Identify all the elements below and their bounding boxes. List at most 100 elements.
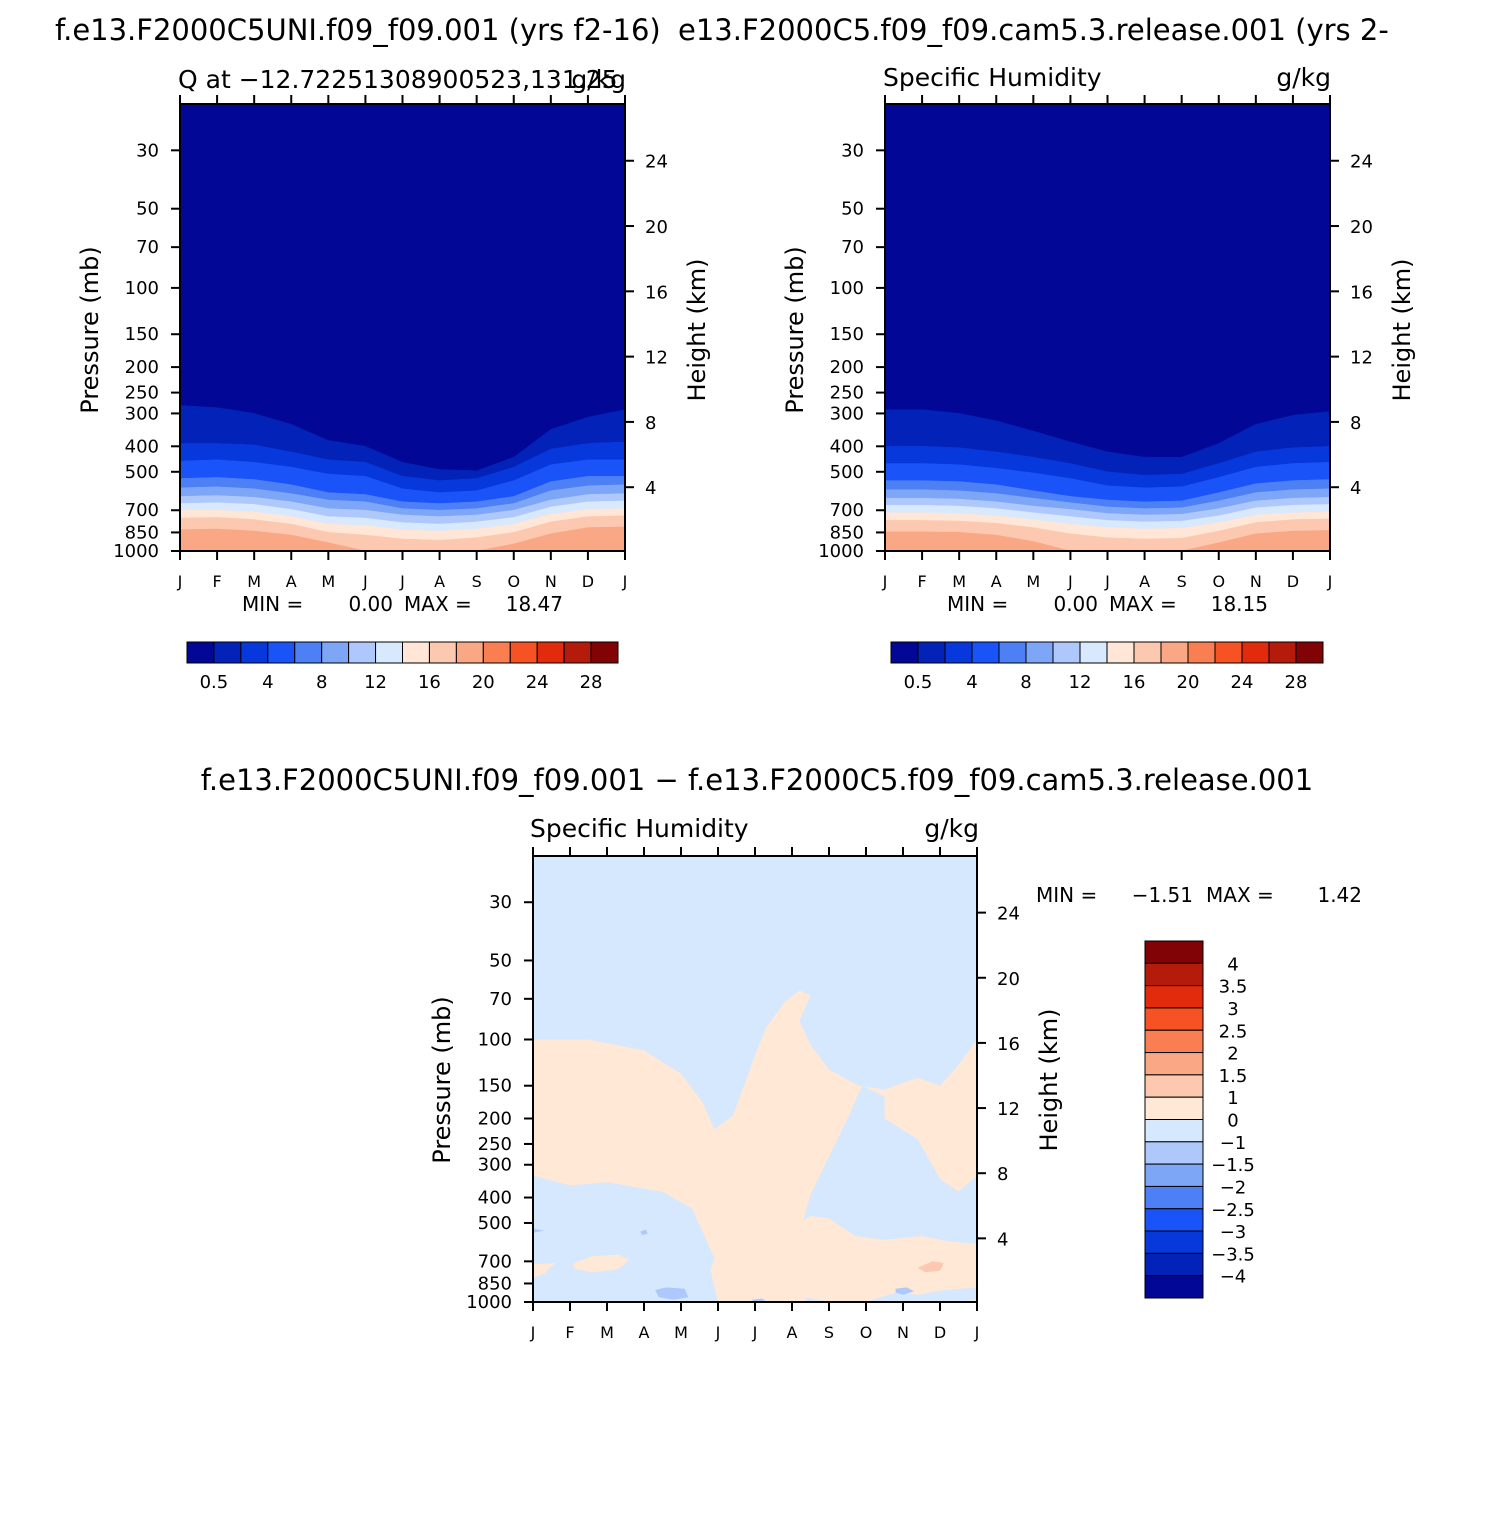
y-tick-label: 850: [478, 1273, 512, 1294]
x-tick-label: A: [286, 572, 297, 591]
x-tick-label: O: [860, 1323, 873, 1342]
x-tick-label: M: [321, 572, 335, 591]
colorbar-box: [321, 641, 350, 664]
x-tick-label: F: [565, 1323, 574, 1342]
y2-tick-label: 20: [997, 969, 1020, 990]
y-tick-label: 700: [125, 500, 159, 521]
panel-control-max-label: MAX =: [1109, 592, 1177, 616]
panel-case-contours: [179, 405, 626, 552]
x-tick-label: N: [1250, 572, 1262, 591]
x-tick-label: D: [934, 1323, 946, 1342]
panel-diff-units: g/kg: [924, 814, 979, 843]
x-tick-label: M: [674, 1323, 688, 1342]
colorbar-box: [1025, 641, 1054, 664]
y2-tick-label: 16: [645, 282, 668, 303]
colorbar-box: [1295, 641, 1324, 664]
panel-diff-min-label: MIN =: [1036, 883, 1097, 907]
colorbar-box: [1079, 641, 1108, 664]
x-tick-label: F: [212, 572, 221, 591]
colorbar-label: 16: [418, 672, 441, 693]
y-tick-label: 100: [125, 278, 159, 299]
contour-region: [895, 1287, 915, 1295]
contour-region: [533, 1263, 556, 1278]
colorbar-box: [1144, 1230, 1204, 1254]
colorbar-box: [455, 641, 484, 664]
y2-tick-label: 24: [1350, 152, 1373, 173]
y2-tick-label: 8: [1350, 413, 1361, 434]
panel-control-min-label: MIN =: [947, 592, 1008, 616]
x-tick-label: N: [897, 1323, 909, 1342]
colorbar-label: −2: [1220, 1177, 1247, 1198]
panel-control-ylabel: Pressure (mb): [781, 246, 809, 413]
panel-case-y2label: Height (km): [683, 259, 711, 402]
colorbar-label: 24: [1231, 672, 1254, 693]
panel-diff-y2label: Height (km): [1035, 1009, 1063, 1152]
panel-diff-max-label: MAX =: [1206, 883, 1274, 907]
colorbar-box: [1144, 1208, 1204, 1232]
colorbar-box: [1160, 641, 1189, 664]
x-tick-label: F: [917, 572, 926, 591]
colorbar-box: [1187, 641, 1216, 664]
contour-region: [655, 1287, 689, 1300]
colorbar-box: [267, 641, 296, 664]
y2-tick-label: 24: [997, 904, 1020, 925]
colorbar-box: [563, 641, 592, 664]
colorbar-box: [1144, 1007, 1204, 1031]
y-tick-label: 400: [125, 436, 159, 457]
x-tick-label: A: [991, 572, 1002, 591]
x-tick-label: J: [1067, 572, 1073, 591]
colorbar-box: [240, 641, 269, 664]
x-tick-label: O: [507, 572, 520, 591]
x-tick-label: A: [434, 572, 445, 591]
colorbar-box: [1144, 1163, 1204, 1187]
x-tick-label: D: [582, 572, 594, 591]
contour-region: [533, 1228, 545, 1233]
colorbar-box: [1144, 962, 1204, 987]
y-tick-label: 150: [125, 324, 159, 345]
y-tick-label: 30: [136, 140, 159, 161]
diff-header-title: f.e13.F2000C5UNI.f09_f09.001 − f.e13.F20…: [201, 763, 1313, 797]
x-tick-label: N: [545, 572, 557, 591]
y-tick-label: 300: [478, 1155, 512, 1176]
x-tick-label: D: [1287, 572, 1299, 591]
colorbar-label: 20: [472, 672, 495, 693]
panel-diff: Specific Humidity g/kg J F M A M J J A S O N D J3050…: [428, 814, 1362, 1342]
panel-control-title: Specific Humidity: [883, 63, 1102, 92]
colorbar-label: 3: [1227, 999, 1238, 1020]
colorbar-label: 0.5: [904, 672, 933, 693]
panel-case-units: g/kg: [571, 65, 626, 94]
y2-tick-label: 16: [997, 1034, 1020, 1055]
colorbar-label: 4: [966, 672, 977, 693]
panel-control-max-value: 18.15: [1211, 592, 1268, 616]
y-tick-label: 250: [830, 383, 864, 404]
y-tick-label: 100: [478, 1029, 512, 1050]
colorbar-box: [890, 641, 919, 664]
colorbar-label: −3: [1220, 1222, 1247, 1243]
colorbar-label: −4: [1220, 1267, 1247, 1288]
panel-case-max-value: 18.47: [506, 592, 563, 616]
colorbar-label: 8: [316, 672, 327, 693]
x-tick-label: J: [399, 572, 405, 591]
y-tick-label: 50: [841, 199, 864, 220]
x-tick-label: M: [247, 572, 261, 591]
contour-region: [533, 990, 977, 1302]
colorbar-box: [1144, 1141, 1204, 1165]
colorbar-box: [1133, 641, 1162, 664]
colorbar-box: [590, 641, 619, 664]
colorbar-label: 2: [1227, 1044, 1238, 1065]
y-tick-label: 200: [830, 357, 864, 378]
colorbar-box: [375, 641, 403, 664]
colorbar-label: 0: [1227, 1111, 1238, 1132]
x-tick-label: J: [622, 572, 628, 591]
y-tick-label: 1000: [113, 541, 159, 562]
colorbar-box: [944, 641, 973, 664]
panel-control-units: g/kg: [1276, 63, 1331, 92]
y2-tick-label: 12: [645, 348, 668, 369]
y-tick-label: 150: [830, 324, 864, 345]
panel-control-colorbar: 0.5 4 8 12 16 20 24 28: [890, 641, 1324, 693]
y2-tick-label: 12: [1350, 348, 1373, 369]
x-tick-label: M: [1026, 572, 1040, 591]
